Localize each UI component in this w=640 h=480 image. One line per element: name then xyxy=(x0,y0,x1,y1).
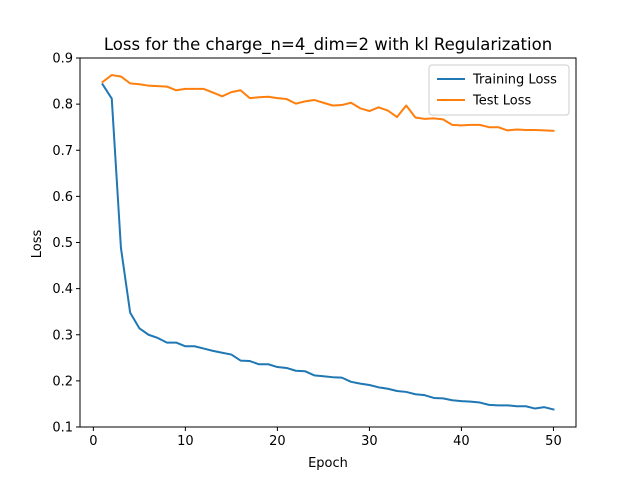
x-tick-label: 50 xyxy=(545,434,562,449)
x-tick-label: 30 xyxy=(361,434,378,449)
x-tick-label: 40 xyxy=(453,434,470,449)
y-tick-label: 0.5 xyxy=(52,236,73,251)
y-tick-label: 0.6 xyxy=(52,190,73,205)
x-tick-label: 0 xyxy=(89,434,97,449)
plot-area xyxy=(101,74,555,411)
y-axis-label: Loss xyxy=(30,230,45,259)
x-tick-label: 20 xyxy=(269,434,286,449)
axes: 0 10 20 30 40 50 0.1 0.2 0.3 0.4 0.5 0.6 0.7 0.8 0.9 xyxy=(52,52,577,449)
chart-title: Loss for the charge_n=4_dim=2 with kl Re… xyxy=(104,35,552,55)
y-tick-label: 0.1 xyxy=(52,421,73,436)
y-tick-label: 0.8 xyxy=(52,98,73,113)
legend-label-2: Test Loss xyxy=(472,94,531,109)
y-tick-label: 0.2 xyxy=(52,374,73,389)
y-tick-label: 0.7 xyxy=(52,144,73,159)
y-tick-label: 0.3 xyxy=(52,328,73,343)
series-line-2 xyxy=(101,74,555,132)
legend-box xyxy=(428,64,570,116)
x-tick-label: 10 xyxy=(177,434,194,449)
x-axis-label: Epoch xyxy=(308,456,348,471)
y-tick-label: 0.9 xyxy=(52,52,73,67)
y-tick-label: 0.4 xyxy=(52,282,73,297)
legend-label-1: Training Loss xyxy=(472,73,557,88)
series-line-1 xyxy=(101,82,555,411)
legend: Training Loss Test Loss xyxy=(428,64,570,116)
